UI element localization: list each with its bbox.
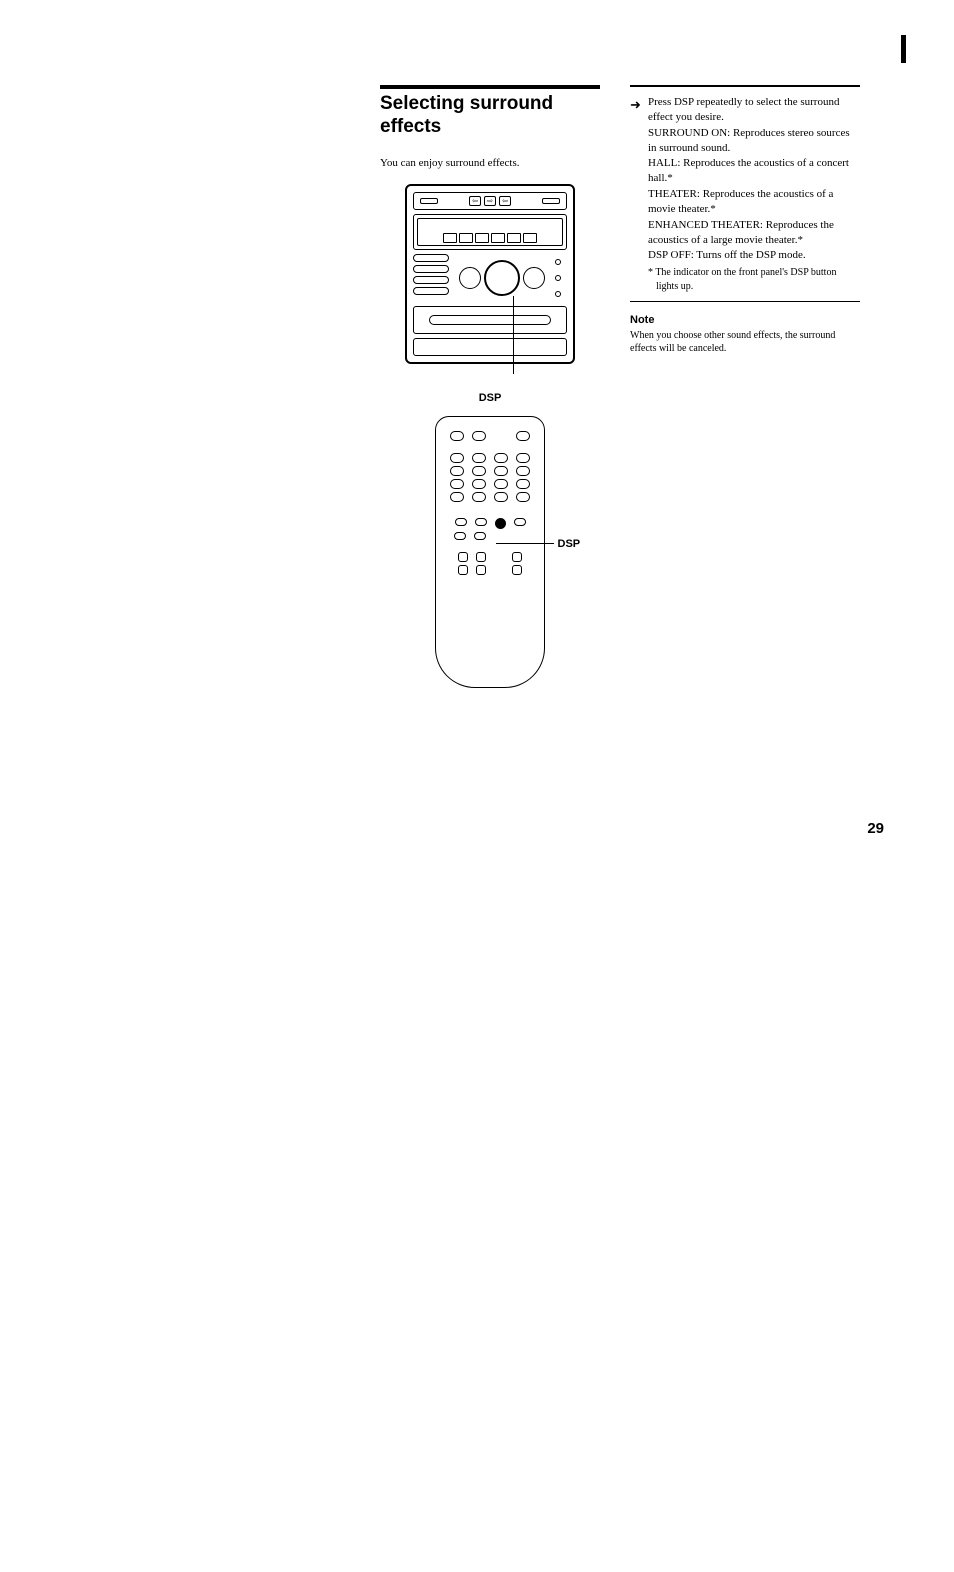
page-number: 29 (867, 820, 884, 837)
remote-btn (476, 552, 486, 562)
callout-leader-line (513, 296, 514, 374)
device-bottom (413, 338, 567, 356)
device-top-panel: ⇦ ⇨ ⇦ (413, 192, 567, 210)
display-inner (417, 218, 563, 246)
remote-button-grid (446, 431, 534, 575)
note-text: When you choose other sound effects, the… (630, 329, 860, 355)
mode-theater: THEATER: Reproduces the acoustics of a m… (648, 187, 860, 217)
display-btn (459, 233, 473, 243)
section-rule (380, 85, 600, 89)
remote-btn (455, 518, 467, 526)
remote-dsp-btn (495, 518, 506, 529)
instruction-block: ➜ Press DSP repeatedly to select the sur… (630, 95, 860, 293)
arrow-btn: ⇦ (499, 196, 511, 206)
device-controls (413, 254, 567, 302)
mode-enhanced-theater: ENHANCED THEATER: Reproduces the acousti… (648, 218, 860, 248)
display-btn (443, 233, 457, 243)
remote-btn (494, 453, 508, 463)
remote-btn (494, 479, 508, 489)
top-slot-right (542, 198, 560, 204)
mode-surround-on: SURROUND ON: Reproduces stereo sources i… (648, 126, 860, 156)
stereo-device-illustration: ⇦ ⇨ ⇦ (395, 184, 585, 384)
display-btn (475, 233, 489, 243)
display-btn (507, 233, 521, 243)
indicator-dot (555, 291, 561, 297)
remote-btn (516, 431, 530, 441)
control-slots (413, 254, 449, 302)
remote-btn (512, 565, 522, 575)
remote-btn (516, 466, 530, 476)
mode-hall: HALL: Reproduces the acoustics of a conc… (648, 156, 860, 186)
indicator-dot (555, 259, 561, 265)
note-heading: Note (630, 314, 860, 326)
remote-btn (475, 518, 487, 526)
remote-btn (472, 479, 486, 489)
page-edge-mark (901, 35, 906, 63)
intro-text: You can enjoy surround effects. (380, 157, 600, 169)
remote-btn (472, 431, 486, 441)
ctrl-slot (413, 265, 449, 273)
remote-btn (474, 532, 486, 540)
remote-btn (450, 431, 464, 441)
arrow-btn: ⇦ (469, 196, 481, 206)
remote-btn (472, 453, 486, 463)
remote-body (435, 416, 545, 688)
arrow-icon: ➜ (630, 96, 641, 114)
section-title: Selecting surround effects (380, 93, 600, 139)
device-tray (413, 306, 567, 334)
right-rule (630, 85, 860, 87)
ctrl-slot (413, 254, 449, 262)
display-btn (523, 233, 537, 243)
remote-btn (472, 492, 486, 502)
remote-illustration: DSP (428, 416, 553, 696)
indicator-dots (555, 254, 567, 302)
ctrl-slot (413, 287, 449, 295)
ctrl-slot (413, 276, 449, 284)
arrow-btn: ⇨ (484, 196, 496, 206)
small-knob (459, 267, 481, 289)
remote-btn (450, 453, 464, 463)
remote-btn (494, 492, 508, 502)
remote-btn (454, 532, 466, 540)
control-knobs (453, 254, 551, 302)
remote-btn (514, 518, 526, 526)
instruction-lead: Press DSP repeatedly to select the surro… (648, 96, 839, 123)
remote-btn (516, 453, 530, 463)
dsp-device-label: DSP (380, 392, 600, 404)
remote-btn (450, 492, 464, 502)
remote-btn (512, 552, 522, 562)
small-knob (523, 267, 545, 289)
top-arrow-buttons: ⇦ ⇨ ⇦ (469, 196, 511, 206)
device-body: ⇦ ⇨ ⇦ (405, 184, 575, 364)
remote-btn (450, 466, 464, 476)
big-knob (484, 260, 520, 296)
remote-btn (516, 492, 530, 502)
footnote: * The indicator on the front panel's DSP… (648, 266, 860, 293)
mode-dsp-off: DSP OFF: Turns off the DSP mode. (648, 248, 860, 263)
device-display-panel (413, 214, 567, 250)
display-btn (491, 233, 505, 243)
top-slot-left (420, 198, 438, 204)
tray-inner (429, 315, 551, 325)
closing-rule (630, 301, 860, 302)
indicator-dot (555, 275, 561, 281)
remote-btn (516, 479, 530, 489)
manual-page: Selecting surround effects You can enjoy… (0, 0, 954, 736)
remote-btn (476, 565, 486, 575)
remote-btn (494, 466, 508, 476)
left-column: Selecting surround effects You can enjoy… (380, 85, 600, 696)
remote-leader-line (496, 543, 554, 544)
right-column: ➜ Press DSP repeatedly to select the sur… (630, 85, 860, 696)
remote-btn (458, 565, 468, 575)
remote-btn (472, 466, 486, 476)
dsp-remote-label: DSP (558, 538, 581, 550)
remote-btn (450, 479, 464, 489)
remote-btn (458, 552, 468, 562)
